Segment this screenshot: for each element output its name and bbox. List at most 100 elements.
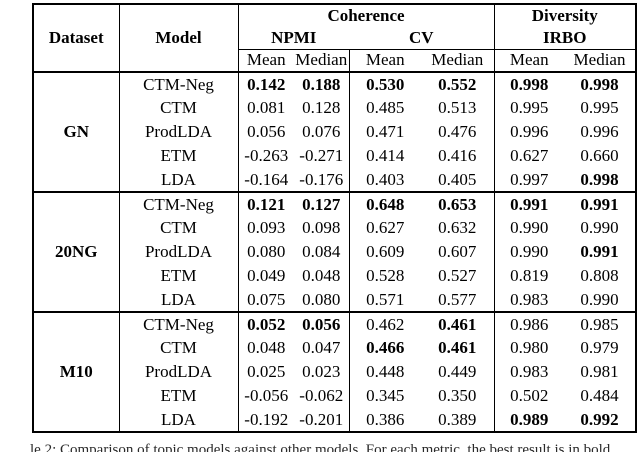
table-row: CTM 0.093 0.098 0.627 0.632 0.990 0.990 <box>33 216 636 240</box>
header-model: Model <box>119 4 239 72</box>
value-cell: 0.528 <box>366 266 405 286</box>
table-row: CTM 0.081 0.128 0.485 0.513 0.995 0.995 <box>33 96 636 120</box>
value-cell: 0.386 <box>366 409 405 429</box>
value-cell: 0.992 <box>580 409 619 429</box>
model-cell: CTM-Neg <box>119 192 239 216</box>
value-cell: 0.990 <box>510 218 549 238</box>
value-cell: 0.980 <box>510 338 549 358</box>
value-cell: 0.023 <box>294 360 350 384</box>
value-cell: 0.653 <box>421 192 495 216</box>
table-row: LDA -0.164 -0.176 0.403 0.405 0.997 0.99… <box>33 168 636 192</box>
table-row: ProdLDA 0.025 0.023 0.448 0.449 0.983 0.… <box>33 360 636 384</box>
dataset-block-m10: M10 CTM-Neg 0.052 0.056 0.462 0.461 0.98… <box>33 312 636 432</box>
value-cell: 0.502 <box>510 386 549 406</box>
value-cell: 0.990 <box>580 289 619 309</box>
value-cell: -0.192 <box>244 409 289 429</box>
value-cell: 0.142 <box>247 74 286 94</box>
value-cell: 0.403 <box>366 169 405 189</box>
value-cell: 0.049 <box>247 266 286 286</box>
value-cell: 0.484 <box>580 386 619 406</box>
dataset-block-gn: GN CTM-Neg 0.142 0.188 0.530 0.552 0.998… <box>33 72 636 192</box>
value-cell: 0.996 <box>510 122 549 142</box>
header-npmi-median: Median <box>294 49 350 72</box>
model-cell: LDA <box>119 288 239 312</box>
model-cell: CTM <box>119 216 239 240</box>
header-diversity: Diversity <box>531 6 598 26</box>
value-cell: 0.627 <box>366 218 405 238</box>
value-cell: 0.188 <box>294 72 350 96</box>
table-row: ETM -0.263 -0.271 0.414 0.416 0.627 0.66… <box>33 144 636 168</box>
table-row: ETM -0.056 -0.062 0.345 0.350 0.502 0.48… <box>33 384 636 408</box>
table-row: ProdLDA 0.080 0.084 0.609 0.607 0.990 0.… <box>33 240 636 264</box>
value-cell: 0.128 <box>294 96 350 120</box>
table-row: 20NG CTM-Neg 0.121 0.127 0.648 0.653 0.9… <box>33 192 636 312</box>
value-cell: 0.461 <box>421 336 495 360</box>
value-cell: 0.991 <box>510 194 549 214</box>
header-npmi: NPMI <box>238 27 349 50</box>
value-cell: 0.047 <box>294 336 350 360</box>
value-cell: 0.983 <box>510 362 549 382</box>
header-cv-mean: Mean <box>365 50 405 70</box>
model-cell: LDA <box>119 408 239 432</box>
model-cell: ETM <box>119 384 239 408</box>
value-cell: 0.979 <box>580 338 619 358</box>
value-cell: 0.084 <box>294 240 350 264</box>
value-cell: 0.350 <box>421 384 495 408</box>
model-cell: ETM <box>119 264 239 288</box>
value-cell: 0.056 <box>294 312 350 336</box>
value-cell: 0.075 <box>247 289 286 309</box>
value-cell: 0.552 <box>421 72 495 96</box>
value-cell: 0.527 <box>421 264 495 288</box>
value-cell: 0.990 <box>510 242 549 262</box>
table-row: LDA 0.075 0.080 0.571 0.577 0.983 0.990 <box>33 288 636 312</box>
value-cell: -0.263 <box>244 146 289 166</box>
value-cell: 0.389 <box>421 408 495 432</box>
value-cell: 0.080 <box>294 288 350 312</box>
value-cell: 0.991 <box>580 242 619 262</box>
model-cell: ETM <box>119 144 239 168</box>
value-cell: 0.985 <box>580 314 619 334</box>
value-cell: 0.093 <box>247 218 286 238</box>
value-cell: 0.998 <box>580 74 619 94</box>
value-cell: 0.609 <box>366 242 405 262</box>
value-cell: 0.048 <box>294 264 350 288</box>
value-cell: 0.990 <box>580 218 619 238</box>
value-cell: 0.986 <box>510 314 549 334</box>
value-cell: -0.271 <box>294 144 350 168</box>
value-cell: -0.201 <box>294 408 350 432</box>
dataset-block-20ng: 20NG CTM-Neg 0.121 0.127 0.648 0.653 0.9… <box>33 192 636 312</box>
value-cell: 0.466 <box>366 338 405 358</box>
header-irbo-mean: Mean <box>509 50 549 70</box>
model-cell: ProdLDA <box>119 240 239 264</box>
table-row: M10 CTM-Neg 0.052 0.056 0.462 0.461 0.98… <box>33 312 636 432</box>
model-cell: CTM-Neg <box>119 72 239 96</box>
dataset-cell: GN <box>33 72 120 192</box>
value-cell: 0.983 <box>510 289 549 309</box>
value-cell: 0.981 <box>580 362 619 382</box>
value-cell: 0.414 <box>366 146 405 166</box>
value-cell: 0.571 <box>366 289 405 309</box>
value-cell: 0.577 <box>421 288 495 312</box>
value-cell: 0.998 <box>580 169 619 189</box>
value-cell: 0.025 <box>247 362 286 382</box>
header-coherence: Coherence <box>238 4 495 27</box>
value-cell: -0.176 <box>294 168 350 192</box>
value-cell: 0.991 <box>580 194 619 214</box>
value-cell: 0.627 <box>510 146 549 166</box>
value-cell: 0.416 <box>421 144 495 168</box>
value-cell: 0.996 <box>580 122 619 142</box>
value-cell: -0.164 <box>244 169 289 189</box>
value-cell: 0.048 <box>247 338 286 358</box>
value-cell: 0.989 <box>510 409 549 429</box>
header-npmi-mean: Mean <box>246 50 286 70</box>
dataset-cell: M10 <box>33 312 120 432</box>
model-cell: CTM-Neg <box>119 312 239 336</box>
value-cell: 0.995 <box>580 98 619 118</box>
value-cell: 0.485 <box>366 98 405 118</box>
value-cell: 0.461 <box>421 312 495 336</box>
value-cell: -0.062 <box>294 384 350 408</box>
value-cell: 0.513 <box>421 96 495 120</box>
table-row: ETM 0.049 0.048 0.528 0.527 0.819 0.808 <box>33 264 636 288</box>
value-cell: 0.660 <box>580 146 619 166</box>
